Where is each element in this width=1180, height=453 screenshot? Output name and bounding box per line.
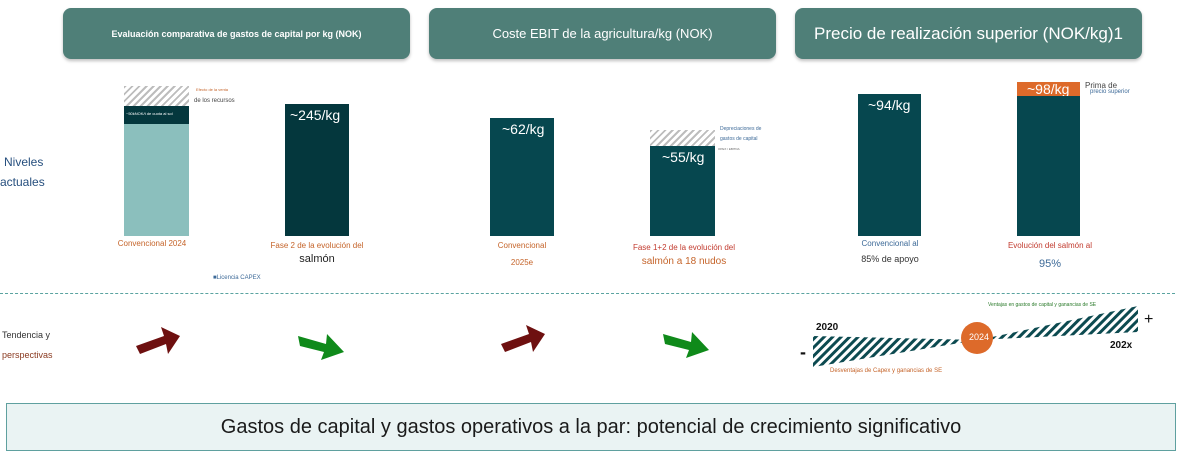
header-capex-text: Evaluación comparativa de gastos de capi… xyxy=(111,28,362,39)
ebit-conv-label-line1: Convencional xyxy=(497,241,547,250)
ebit-dep-note-tiny: OPEX / EBITDA xyxy=(718,147,740,151)
timeline-mid-year: 2024 xyxy=(968,332,990,342)
header-ebit: Coste EBIT de la agricultura/kg (NOK) xyxy=(429,8,776,59)
ebit-conv-label-line2: 2025e xyxy=(510,258,534,267)
ebit-conv-value: ~62/kg xyxy=(502,121,545,137)
ebit-phase12-bar xyxy=(650,146,715,236)
trend-down-arrow-icon xyxy=(663,332,709,358)
capex-phase2-value: ~245/kg xyxy=(290,107,341,123)
ebit-phase12-hatch xyxy=(650,130,715,146)
timeline-advantage-wedge xyxy=(978,306,1138,340)
price-conv-bar xyxy=(858,94,921,236)
section-divider xyxy=(0,293,1175,294)
ebit-phase12-label-line1: Fase 1+2 de la evolución del xyxy=(632,243,736,252)
price-evol-value: ~98/kg xyxy=(1027,81,1070,97)
footer-banner: Gastos de capital y gastos operativos a … xyxy=(6,403,1176,451)
trend-label: Tendencia y perspectivas xyxy=(2,325,53,365)
price-evol-label-line2: 95% xyxy=(1038,258,1062,270)
header-capex: Evaluación comparativa de gastos de capi… xyxy=(63,8,410,59)
ebit-dep-note-line1: Depreciaciones de xyxy=(720,126,762,132)
timeline-plus: + xyxy=(1144,311,1154,328)
capex-conv-license-segment xyxy=(124,106,189,124)
price-conv-label-line2: 85% de apoyo xyxy=(861,254,919,264)
price-premium-segment xyxy=(1017,82,1080,96)
trend-line1: Tendencia y xyxy=(2,330,51,340)
header-price-text: Precio de realización superior (NOK/kg)1 xyxy=(814,23,1123,43)
price-conv-value: ~94/kg xyxy=(868,97,911,113)
capex-hatch-note-small: Efecto de la venta xyxy=(196,87,229,92)
trend-down-arrow-icon xyxy=(298,334,344,360)
capex-conv-inner-text: ~50kNOK/t de cuota al sol xyxy=(126,111,173,116)
trend-up-arrow-icon xyxy=(501,325,545,352)
timeline-disadvantage-wedge xyxy=(813,336,978,367)
price-evol-label-line1: Evolución del salmón al xyxy=(1007,241,1093,250)
timeline-end-year: 202x xyxy=(1110,340,1133,351)
price-evol-bar xyxy=(1017,96,1080,236)
timeline-minus: - xyxy=(800,342,806,362)
ebit-phase12-value: ~55/kg xyxy=(662,149,705,165)
capex-phase2-bar xyxy=(285,104,349,236)
capex-legend: ■Licencia CAPEX xyxy=(213,275,261,281)
current-levels-line1: Niveles xyxy=(4,155,44,169)
ebit-phase12-label-line2: salmón a 18 nudos xyxy=(641,256,727,267)
header-ebit-text: Coste EBIT de la agricultura/kg (NOK) xyxy=(492,26,713,41)
price-premium-line2: precio superior xyxy=(1090,89,1130,95)
ebit-dep-note-line2: gastos de capital xyxy=(720,136,758,142)
capex-phase2-label-line2: salmón xyxy=(299,253,335,265)
timeline-wedge xyxy=(813,306,1138,367)
capex-conv-label: Convencional 2024 xyxy=(117,239,187,248)
price-conv-label-line1: Convencional al xyxy=(861,239,919,248)
capex-phase2-label-line1: Fase 2 de la evolución del xyxy=(270,241,364,250)
ebit-conv-bar xyxy=(490,118,554,236)
timeline-top-note: Ventajas en gastos de capital y ganancia… xyxy=(988,302,1097,308)
timeline-start-year: 2020 xyxy=(816,322,839,333)
current-levels-label: Niveles actuales xyxy=(0,152,45,192)
capex-conv-bar xyxy=(124,124,189,236)
timeline-bottom-note: Desventajas de Capex y ganancias de SE xyxy=(830,368,943,374)
capex-hatch-note: de los recursos xyxy=(194,98,235,104)
current-levels-line2: actuales xyxy=(0,175,45,189)
timeline-2024-circle xyxy=(961,322,993,354)
header-price: Precio de realización superior (NOK/kg)1 xyxy=(795,8,1142,59)
price-premium-line1: Prima de xyxy=(1085,81,1118,90)
footer-text: Gastos de capital y gastos operativos a … xyxy=(220,415,962,438)
trend-up-arrow-icon xyxy=(136,327,180,354)
trend-line2: perspectivas xyxy=(2,350,53,360)
capex-conv-hatch xyxy=(124,86,189,106)
